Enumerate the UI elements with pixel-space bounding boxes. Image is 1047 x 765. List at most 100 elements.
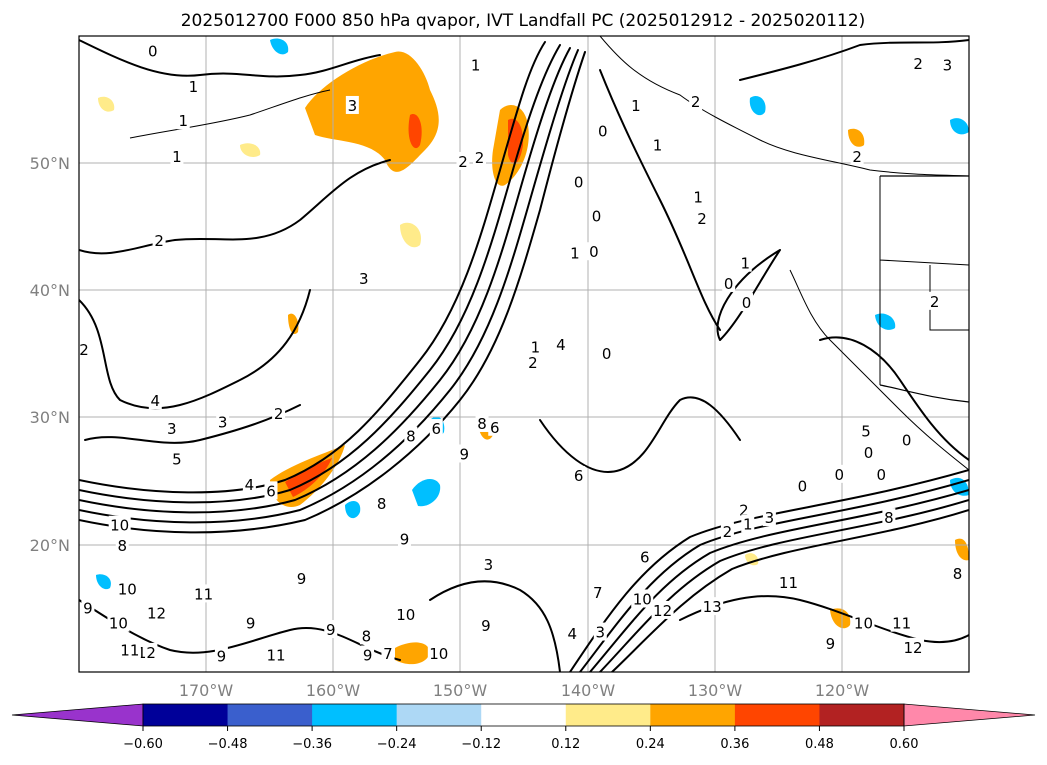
contour-label: 0 — [592, 208, 602, 226]
contour-label: 0 — [902, 431, 912, 449]
plot-title: 2025012700 F000 850 hPa qvapor, IVT Land… — [181, 11, 866, 31]
contour-label-bg — [475, 413, 489, 432]
contour-label: 3 — [218, 414, 228, 432]
contour-label-bg — [192, 584, 215, 603]
contour-label: 2 — [528, 354, 538, 372]
contour-label-bg — [176, 111, 190, 130]
contour-west-3 — [84, 404, 301, 444]
contour-label-bg — [591, 583, 605, 602]
contour-label-bg — [457, 444, 471, 463]
colorbar-tick-label: 0.60 — [890, 737, 919, 752]
contour-label-bg — [79, 340, 91, 359]
contour-label: 13 — [703, 598, 722, 616]
contour-label-bg — [165, 419, 179, 438]
contour-label-bg — [629, 95, 643, 114]
contour-jet-5 — [79, 41, 546, 494]
contour-label-bg — [951, 564, 965, 583]
contour-label: 8 — [884, 509, 894, 527]
shade-blue-8 — [270, 38, 289, 55]
contour-label-bg — [108, 515, 131, 534]
contour-label-bg — [777, 572, 800, 591]
contour-label: 1 — [172, 148, 182, 166]
contour-label: 0 — [589, 243, 599, 261]
contour-jet-2 — [79, 47, 571, 514]
contour-label: 0 — [148, 42, 158, 60]
contour-label: 4 — [245, 476, 255, 494]
contour-label: 3 — [596, 624, 606, 642]
shade-yellow-1 — [240, 143, 261, 157]
contour-label: 2 — [475, 149, 485, 167]
contour-west-1 — [79, 159, 391, 255]
contour-label-bg — [695, 209, 709, 228]
contour-label: 1 — [189, 78, 199, 96]
contour-label-bg — [361, 645, 375, 664]
contour-label-bg — [375, 494, 389, 513]
contour-label-bg — [107, 613, 130, 632]
contour-label-bg — [214, 646, 228, 665]
contour-label: 9 — [246, 615, 256, 633]
colorbar-segment — [481, 704, 567, 726]
contour-label: 2 — [930, 293, 940, 311]
contour-label-bg — [295, 569, 308, 588]
contour-label-bg — [651, 600, 674, 619]
ivt-contours — [79, 39, 969, 672]
contour-label: 9 — [481, 617, 491, 635]
contour-label-bg — [691, 187, 705, 206]
contour-mid-1 — [539, 396, 741, 473]
contour-label-bg — [850, 146, 864, 165]
contour-label: 9 — [217, 648, 227, 666]
contour-label: 1 — [693, 189, 703, 207]
contour-label: 4 — [568, 625, 578, 643]
colorbar-tick-label: 0.48 — [805, 737, 834, 752]
contour-label: 3 — [348, 97, 358, 115]
contour-label-bg — [940, 55, 954, 74]
colorbar-segment — [143, 704, 229, 726]
contour-label-bg — [862, 443, 876, 462]
contour-se-5 — [569, 469, 969, 672]
coastlines — [129, 36, 969, 471]
lat-label-30: 30°N — [30, 408, 70, 427]
contour-label-bg — [115, 536, 129, 555]
contour-label: 3 — [484, 556, 494, 574]
aleutian-chain — [129, 89, 331, 139]
contour-label-bg — [890, 613, 913, 632]
colorbar-tick-label: 0.24 — [636, 737, 665, 752]
contour-label: 10 — [109, 615, 128, 633]
shade-blue-2 — [345, 500, 361, 519]
contour-label-bg — [345, 95, 359, 114]
shade-orange-d — [848, 128, 865, 147]
contour-label: 4 — [556, 336, 566, 354]
contour-label-bg — [572, 172, 586, 191]
lon-label-130w: 130°W — [688, 681, 743, 700]
contour-label: 0 — [798, 477, 808, 495]
contour-label: 1 — [631, 97, 641, 115]
shade-orange-e — [955, 538, 969, 561]
contour-label-bg — [186, 76, 200, 95]
contour-label-bg — [404, 426, 418, 445]
colorbar-tick-label: −0.60 — [123, 737, 163, 752]
lon-label-140w: 140°W — [561, 681, 616, 700]
colorbar-ticks: −0.60 −0.48 −0.36 −0.24 −0.12 0.12 0.24 0.36 0.4… — [123, 726, 918, 752]
contour-jet-1 — [79, 44, 561, 504]
contour-label-bg — [741, 514, 755, 533]
contour-north-2 — [599, 69, 721, 331]
contour-label-bg — [264, 481, 278, 500]
contour-label: 2 — [458, 153, 468, 171]
contour-label-bg — [359, 626, 373, 645]
colorbar-extend-max — [903, 703, 1036, 727]
contour-label-bg — [762, 508, 776, 527]
contour-label-bg — [589, 206, 603, 225]
contour-label-bg — [795, 476, 809, 495]
alaska-coast — [599, 36, 969, 177]
contour-label-bg — [324, 620, 338, 639]
colorbar-segment — [312, 704, 398, 726]
contour-label: 12 — [137, 644, 156, 662]
contour-label: 8 — [953, 565, 963, 583]
contour-label: 0 — [724, 275, 734, 293]
contour-jet-4 — [79, 51, 586, 534]
contour-label: 2 — [723, 523, 733, 541]
contour-label: 12 — [904, 639, 923, 657]
contour-label-bg — [565, 623, 579, 642]
